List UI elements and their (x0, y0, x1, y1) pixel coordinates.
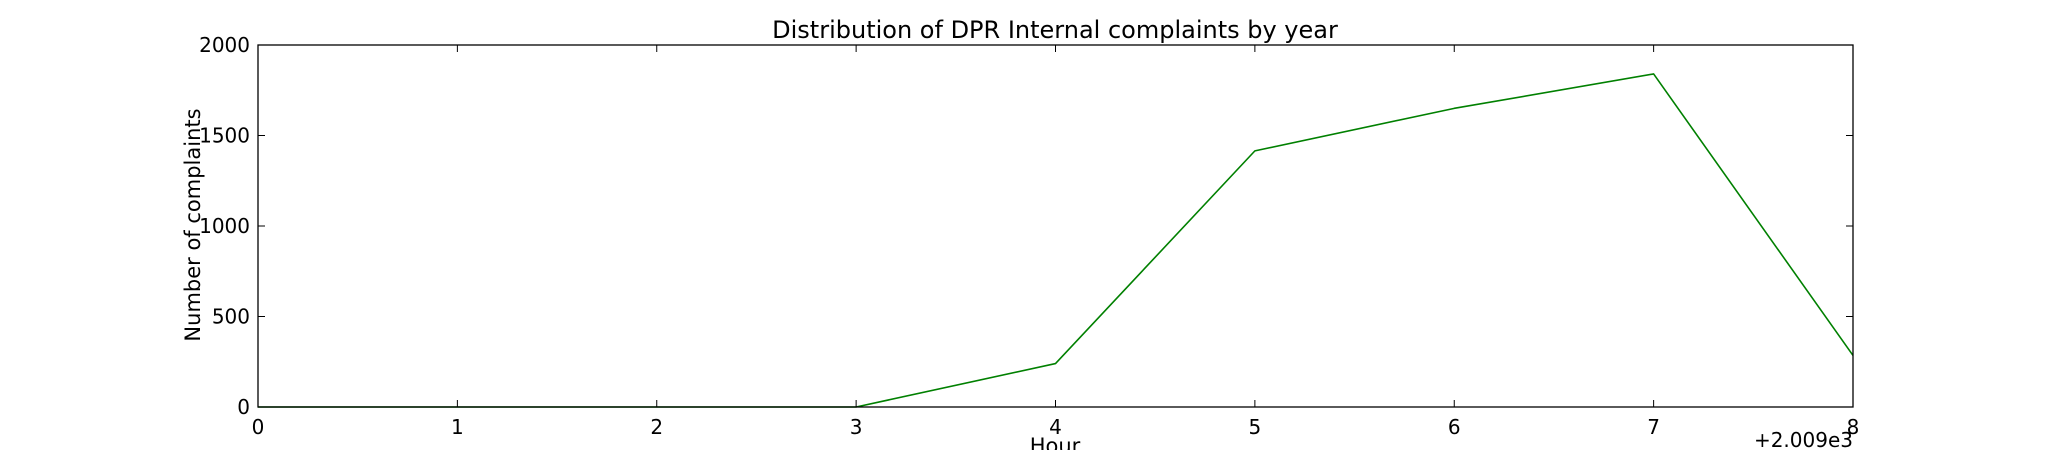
y-tick-label: 1500 (199, 124, 250, 148)
x-tick-label: 5 (1249, 415, 1262, 439)
chart-title: Distribution of DPR Internal complaints … (772, 16, 1338, 44)
x-tick-label: 6 (1448, 415, 1461, 439)
y-axis-label: Number of complaints (181, 108, 205, 341)
y-tick-label: 2000 (199, 33, 250, 57)
plot-area: 0 1 2 3 4 5 6 7 8 0 500 1000 1500 2000 (199, 33, 1859, 439)
y-tick-label: 1000 (199, 214, 250, 238)
x-tick-label: 2 (650, 415, 663, 439)
x-axis-label: Hour (1030, 434, 1081, 450)
x-tick-label: 3 (850, 415, 863, 439)
x-tick-label: 7 (1647, 415, 1660, 439)
y-tick-label: 500 (212, 305, 250, 329)
x-tick-label: 4 (1049, 415, 1062, 439)
x-tick-label: 1 (451, 415, 464, 439)
x-axis-offset-label: +2.009e3 (1754, 428, 1853, 450)
x-tick-label: 8 (1847, 415, 1860, 439)
x-tick-label: 0 (252, 415, 265, 439)
y-tick-label: 0 (237, 395, 250, 419)
